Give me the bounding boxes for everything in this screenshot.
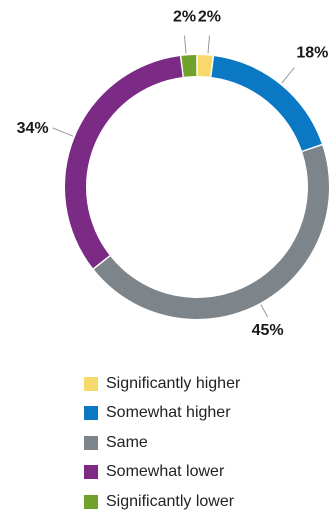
leader-line	[260, 304, 269, 318]
leader-line	[207, 35, 210, 54]
leader-lines	[52, 35, 295, 318]
legend-item-significantly-higher: Significantly higher	[84, 369, 240, 399]
leader-line	[281, 67, 295, 84]
percent-label-somewhat-lower: 34%	[17, 120, 49, 137]
leader-line	[52, 127, 74, 137]
legend-label: Same	[106, 433, 148, 451]
legend-label: Significantly higher	[106, 374, 241, 392]
legend-label: Somewhat lower	[106, 463, 225, 481]
slice-significantly-higher	[197, 55, 213, 77]
legend-swatch	[84, 435, 98, 450]
slice-same	[93, 145, 329, 319]
legend-label: Somewhat higher	[106, 404, 231, 422]
donut-slices	[65, 55, 329, 319]
legend-item-somewhat-lower: Somewhat lower	[84, 458, 240, 488]
percent-label-significantly-lower: 2%	[173, 9, 196, 26]
legend-swatch	[84, 465, 98, 480]
slice-somewhat-lower	[65, 56, 183, 269]
percent-labels: 2% 18% 45% 34% 2%	[17, 9, 329, 340]
percent-label-significantly-higher: 2%	[198, 9, 221, 26]
leader-line	[184, 35, 187, 54]
legend-item-same: Same	[84, 428, 240, 458]
legend-swatch	[84, 406, 98, 421]
legend-label: Significantly lower	[106, 492, 235, 510]
donut-chart: 2% 18% 45% 34% 2%	[17, 9, 329, 340]
legend-item-somewhat-higher: Somewhat higher	[84, 399, 240, 429]
percent-label-somewhat-higher: 18%	[296, 45, 328, 62]
slice-somewhat-higher	[211, 56, 322, 151]
slice-significantly-lower	[181, 55, 197, 77]
legend-item-significantly-lower: Significantly lower	[84, 487, 240, 517]
legend-swatch	[84, 376, 98, 391]
legend-swatch	[84, 494, 98, 509]
percent-label-same: 45%	[252, 322, 284, 339]
chart-legend: Significantly higher Somewhat higher Sam…	[84, 369, 240, 517]
